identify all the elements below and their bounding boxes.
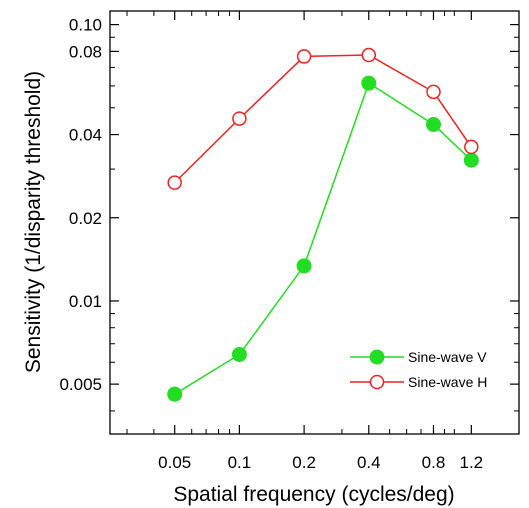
data-point <box>361 75 377 91</box>
data-point <box>231 347 247 363</box>
y-axis: 0.005 0.01 0.02 0.04 0.08 0.10 <box>59 16 519 394</box>
y-tick-label: 0.01 <box>69 292 102 311</box>
data-point <box>464 139 479 155</box>
data-point <box>296 258 312 274</box>
y-tick-label: 0.005 <box>59 375 102 394</box>
x-tick-label: 0.4 <box>357 453 381 472</box>
data-point <box>463 152 479 168</box>
data-point <box>425 117 441 133</box>
y-tick-label: 0.10 <box>69 16 102 35</box>
series-layer <box>167 47 479 402</box>
data-point <box>232 111 247 126</box>
x-tick-label: 1.2 <box>460 453 484 472</box>
x-tick-label: 0.05 <box>158 453 191 472</box>
x-axis: 0.05 0.1 0.2 0.4 0.8 1.2 <box>158 11 483 472</box>
minor-ticks <box>110 11 520 434</box>
series-sine-wave-h <box>167 47 479 190</box>
legend-marker <box>369 349 385 365</box>
series-sine-wave-v <box>167 75 479 402</box>
x-tick-label: 0.8 <box>422 453 446 472</box>
x-tick-label: 0.2 <box>292 453 316 472</box>
data-point <box>296 49 312 64</box>
y-axis-title: Sensitivity (1/disparity threshold) <box>22 71 45 373</box>
legend-item: Sine-wave H <box>350 374 487 390</box>
legend-marker <box>369 374 385 390</box>
x-tick-label: 0.1 <box>228 453 252 472</box>
y-tick-label: 0.08 <box>69 42 102 61</box>
series-line <box>174 54 472 184</box>
y-tick-label: 0.04 <box>69 126 102 145</box>
y-tick-label: 0.02 <box>69 209 102 228</box>
data-point <box>361 47 377 63</box>
legend-label: Sine-wave H <box>408 374 487 390</box>
series-line <box>174 81 472 395</box>
data-point <box>167 386 183 402</box>
data-point <box>167 175 182 190</box>
legend-label: Sine-wave V <box>408 349 487 365</box>
plot-frame <box>109 10 520 435</box>
legend-item: Sine-wave V <box>350 349 487 365</box>
legend: Sine-wave V Sine-wave H <box>350 349 487 390</box>
data-point <box>426 84 441 100</box>
x-axis-title: Spatial frequency (cycles/deg) <box>173 483 454 506</box>
